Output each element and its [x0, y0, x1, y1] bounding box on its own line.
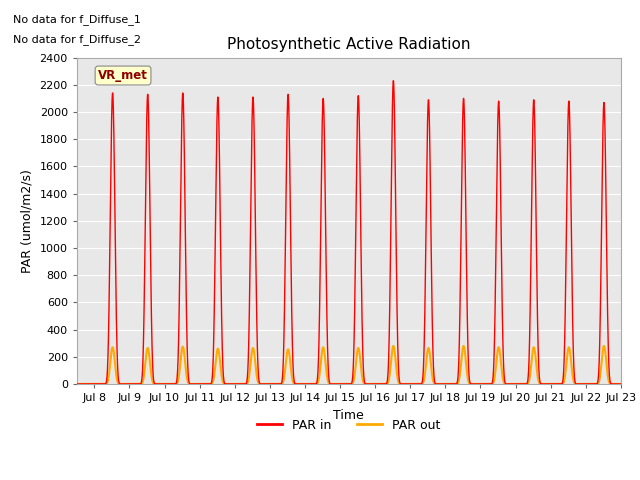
Text: VR_met: VR_met — [98, 69, 148, 82]
Text: No data for f_Diffuse_1: No data for f_Diffuse_1 — [13, 14, 141, 25]
Title: Photosynthetic Active Radiation: Photosynthetic Active Radiation — [227, 37, 470, 52]
Legend: PAR in, PAR out: PAR in, PAR out — [252, 413, 445, 436]
Y-axis label: PAR (umol/m2/s): PAR (umol/m2/s) — [21, 169, 34, 273]
X-axis label: Time: Time — [333, 408, 364, 421]
Text: No data for f_Diffuse_2: No data for f_Diffuse_2 — [13, 34, 141, 45]
